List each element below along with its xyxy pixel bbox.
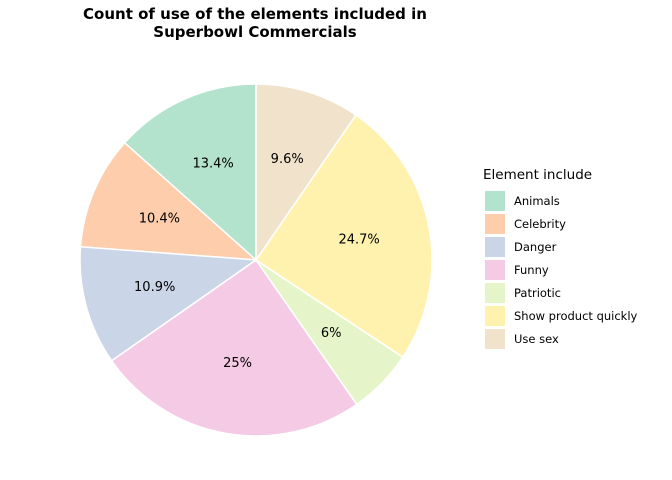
chart-title-line-1: Count of use of the elements included in — [83, 5, 427, 23]
legend-item: Patriotic — [483, 281, 637, 304]
legend-item: Celebrity — [483, 212, 637, 235]
legend-item: Show product quickly — [483, 304, 637, 327]
pie-slice-use-sex — [255, 83, 357, 263]
legend-swatch — [485, 190, 505, 211]
legend-item: Use sex — [483, 327, 637, 350]
pie-slice-funny — [110, 258, 358, 437]
legend-item: Animals — [483, 189, 637, 212]
pie-slice-celebrity — [79, 141, 259, 261]
slice-label-celebrity: 10.4% — [139, 211, 180, 226]
legend-swatch — [485, 282, 505, 303]
legend: Element include Animals Celebrity Danger Fu… — [483, 167, 637, 350]
legend-swatch — [485, 213, 505, 234]
legend-swatch — [485, 328, 505, 349]
slice-label-patriotic: 6% — [321, 326, 342, 341]
slice-label-animals: 13.4% — [192, 157, 233, 172]
legend-label: Use sex — [514, 331, 559, 346]
legend-swatch — [485, 259, 505, 280]
legend-label: Patriotic — [514, 285, 561, 300]
legend-label: Funny — [514, 262, 549, 277]
legend-swatch — [485, 236, 505, 257]
slice-label-use-sex: 9.6% — [271, 152, 304, 167]
slice-label-funny: 25% — [223, 356, 252, 371]
legend-label: Animals — [514, 193, 560, 208]
pie-slice-danger — [79, 245, 259, 362]
slice-label-show-product-quickly: 24.7% — [338, 233, 379, 248]
legend-item: Danger — [483, 235, 637, 258]
legend-label: Celebrity — [514, 216, 566, 231]
legend-item: Funny — [483, 258, 637, 281]
slice-label-danger: 10.9% — [134, 280, 175, 295]
chart-title: Count of use of the elements included in… — [40, 5, 470, 41]
pie-slice-show-product-quickly — [254, 114, 433, 359]
legend-swatch — [485, 305, 505, 326]
legend-label: Danger — [514, 239, 557, 254]
chart-title-line-2: Superbowl Commercials — [153, 23, 357, 41]
legend-label: Show product quickly — [514, 308, 638, 323]
legend-title: Element include — [483, 167, 593, 183]
pie-slice-animals — [123, 83, 257, 262]
